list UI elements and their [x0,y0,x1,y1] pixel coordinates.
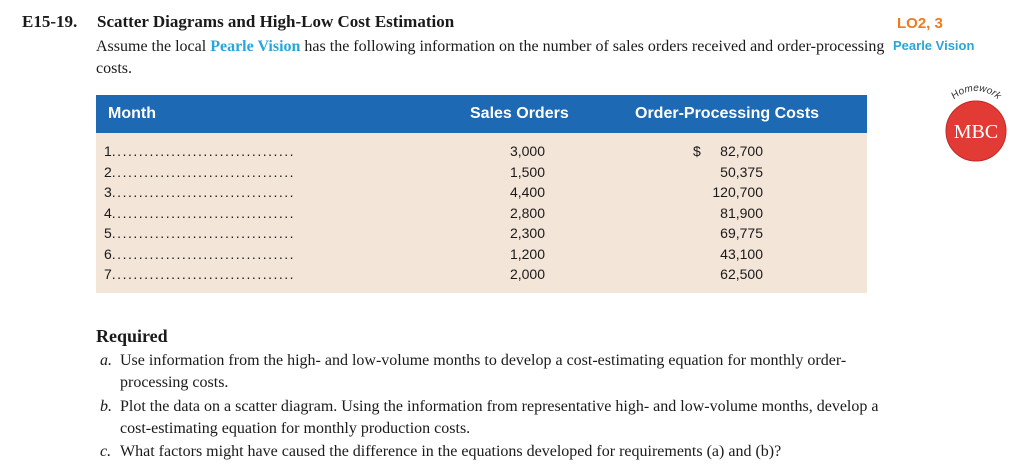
order-processing-costs-cell: 43,100 [720,245,763,262]
sales-orders-cell: 1,200 [509,245,545,262]
dot-leader: .................................. [111,266,296,282]
requirement-b: b. Plot the data on a scatter diagram. U… [100,396,890,440]
order-processing-costs-cell: 81,900 [720,204,763,221]
dot-leader: .................................. [111,245,296,262]
month-cell: 2.................................. [104,162,439,182]
dot-leader: .................................. [111,184,296,200]
data-table: Month Sales Orders Order-Processing Cost… [96,95,867,293]
exercise-number: E15-19. [22,12,78,31]
requirement-letter: a. [100,352,112,369]
table-row: 5.................................. 2,300… [96,223,867,243]
currency-symbol: $ [693,143,701,159]
table-row: 1.................................. 3,000… [96,141,867,161]
order-processing-costs-cell: 62,500 [720,266,763,282]
month-number: 2 [104,163,112,180]
month-cell: 6.................................. [104,244,439,264]
month-number: 6 [104,245,112,262]
intro-text-end: has the following information on the num… [96,38,885,77]
table-row: 3.................................. 4,400… [96,182,867,202]
sales-orders-cell: 4,400 [509,184,545,200]
month-number: 7 [104,266,112,282]
requirement-letter: b. [100,398,112,415]
month-cell: 4.................................. [104,203,439,223]
requirement-a: a. Use information from the high- and lo… [100,350,890,394]
table-row: 2.................................. 1,500… [96,162,867,182]
exercise-title: Scatter Diagrams and High-Low Cost Estim… [97,12,455,31]
exercise-intro: Assume the local Pearle Vision has the f… [96,36,886,80]
month-number: 3 [104,184,112,200]
month-cell: 5.................................. [104,223,439,243]
table-row: 7.................................. 2,000… [96,264,867,284]
order-processing-costs-cell: 120,700 [712,184,763,200]
month-cell: 7.................................. [104,264,439,284]
homework-label: Homework [949,85,1003,102]
intro-text-start: Assume the local [96,38,211,55]
column-header-order-processing-costs: Order-Processing Costs [635,105,820,122]
dot-leader: .................................. [111,143,296,159]
table-row: 4.................................. 2,800… [96,203,867,223]
sales-orders-cell: 2,000 [509,266,545,282]
table-header: Month Sales Orders Order-Processing Cost… [96,95,867,133]
sales-orders-cell: 2,300 [509,225,545,241]
column-header-sales-orders: Sales Orders [470,105,569,122]
column-header-month: Month [108,105,156,122]
month-number: 5 [104,225,112,241]
requirement-text: Use information from the high- and low-v… [120,352,847,391]
margin-company-name: Pearle Vision [893,38,975,53]
requirement-text: What factors might have caused the diffe… [120,443,782,460]
learning-objective-label: LO2, 3 [897,15,943,32]
mbc-label: MBC [954,121,998,143]
homework-mbc-icon: Homework MBC [945,85,1007,162]
dot-leader: .................................. [111,204,296,221]
order-processing-costs-cell: 69,775 [720,225,763,241]
requirement-letter: c. [100,443,112,460]
requirement-c: c. What factors might have caused the di… [100,441,890,463]
month-number: 1 [104,143,112,159]
dot-leader: .................................. [111,225,296,241]
month-cell: 1.................................. [104,141,439,161]
requirement-text: Plot the data on a scatter diagram. Usin… [120,398,879,437]
badge-circle [945,100,1007,162]
required-heading: Required [96,326,168,346]
table-row: 6.................................. 1,200… [96,244,867,264]
order-processing-costs-cell: 50,375 [720,163,763,180]
order-processing-costs-cell: 82,700 [720,143,763,159]
month-cell: 3.................................. [104,182,439,202]
month-number: 4 [104,204,112,221]
sales-orders-cell: 1,500 [509,163,545,180]
sales-orders-cell: 2,800 [509,204,545,221]
company-highlight: Pearle Vision [210,38,301,55]
sales-orders-cell: 3,000 [509,143,545,159]
dot-leader: .................................. [111,163,296,180]
